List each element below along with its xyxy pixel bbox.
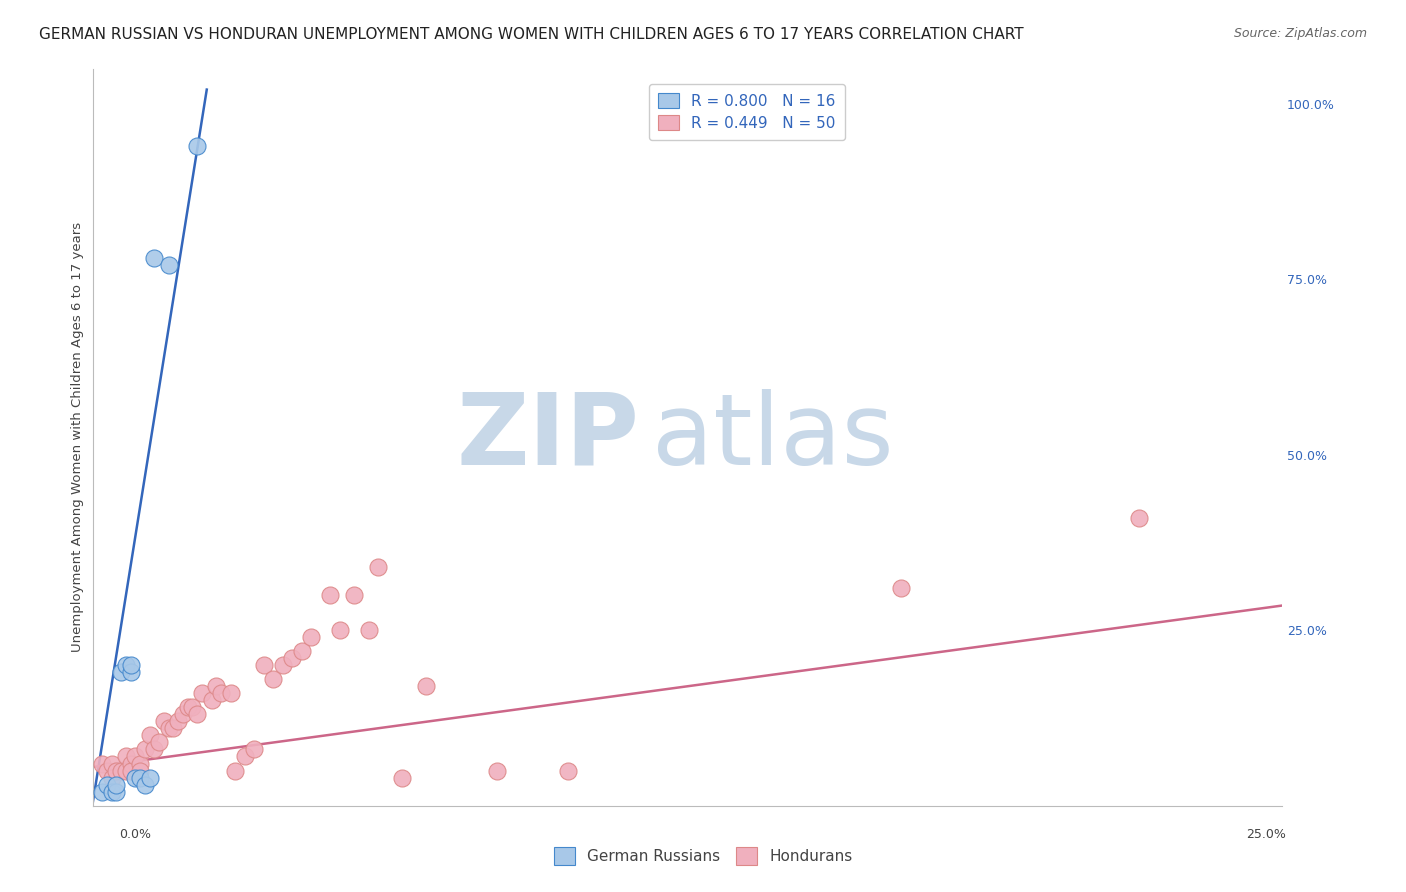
Point — [120, 756, 142, 771]
Point — [143, 251, 166, 265]
Point — [415, 679, 437, 693]
Point — [115, 764, 138, 778]
Point — [209, 686, 232, 700]
Point — [153, 714, 176, 729]
Legend: R = 0.800   N = 16, R = 0.449   N = 50: R = 0.800 N = 16, R = 0.449 N = 50 — [648, 84, 845, 140]
Text: 25.0%: 25.0% — [1247, 829, 1286, 841]
Point — [100, 784, 122, 798]
Point — [243, 742, 266, 756]
Point — [219, 686, 242, 700]
Point — [148, 735, 170, 749]
Point — [105, 778, 128, 792]
Point — [110, 764, 132, 778]
Point — [391, 771, 413, 785]
Point — [186, 707, 208, 722]
Point — [134, 778, 156, 792]
Text: 0.0%: 0.0% — [120, 829, 152, 841]
Point — [319, 588, 342, 602]
Point — [224, 764, 246, 778]
Point — [301, 630, 323, 644]
Point — [96, 764, 118, 778]
Y-axis label: Unemployment Among Women with Children Ages 6 to 17 years: Unemployment Among Women with Children A… — [72, 222, 84, 652]
Point — [138, 771, 160, 785]
Text: atlas: atlas — [651, 389, 893, 485]
Point — [191, 686, 214, 700]
Point — [329, 623, 352, 637]
Point — [485, 764, 508, 778]
Point — [120, 764, 142, 778]
Point — [115, 658, 138, 673]
Point — [253, 658, 276, 673]
Point — [162, 722, 184, 736]
Point — [96, 778, 118, 792]
Point — [291, 644, 314, 658]
Point — [100, 756, 122, 771]
Text: GERMAN RUSSIAN VS HONDURAN UNEMPLOYMENT AMONG WOMEN WITH CHILDREN AGES 6 TO 17 Y: GERMAN RUSSIAN VS HONDURAN UNEMPLOYMENT … — [39, 27, 1024, 42]
Point — [115, 749, 138, 764]
Point — [1128, 511, 1150, 525]
Point — [134, 742, 156, 756]
Point — [91, 784, 114, 798]
Point — [129, 756, 152, 771]
Point — [91, 756, 114, 771]
Point — [181, 700, 204, 714]
Point — [157, 722, 180, 736]
Point — [233, 749, 256, 764]
Point — [110, 665, 132, 680]
Legend: German Russians, Hondurans: German Russians, Hondurans — [547, 841, 859, 871]
Point — [129, 771, 152, 785]
Point — [143, 742, 166, 756]
Point — [129, 764, 152, 778]
Point — [367, 560, 389, 574]
Point — [138, 728, 160, 742]
Point — [105, 764, 128, 778]
Point — [281, 651, 304, 665]
Point — [890, 581, 912, 595]
Point — [124, 749, 146, 764]
Point — [262, 673, 284, 687]
Point — [157, 258, 180, 272]
Point — [120, 665, 142, 680]
Point — [100, 771, 122, 785]
Text: ZIP: ZIP — [457, 389, 640, 485]
Point — [105, 784, 128, 798]
Point — [186, 138, 208, 153]
Point — [343, 588, 366, 602]
Point — [120, 658, 142, 673]
Point — [200, 693, 222, 707]
Point — [557, 764, 579, 778]
Point — [271, 658, 294, 673]
Point — [177, 700, 200, 714]
Point — [205, 679, 228, 693]
Point — [124, 771, 146, 785]
Text: Source: ZipAtlas.com: Source: ZipAtlas.com — [1233, 27, 1367, 40]
Point — [357, 623, 380, 637]
Point — [167, 714, 190, 729]
Point — [172, 707, 194, 722]
